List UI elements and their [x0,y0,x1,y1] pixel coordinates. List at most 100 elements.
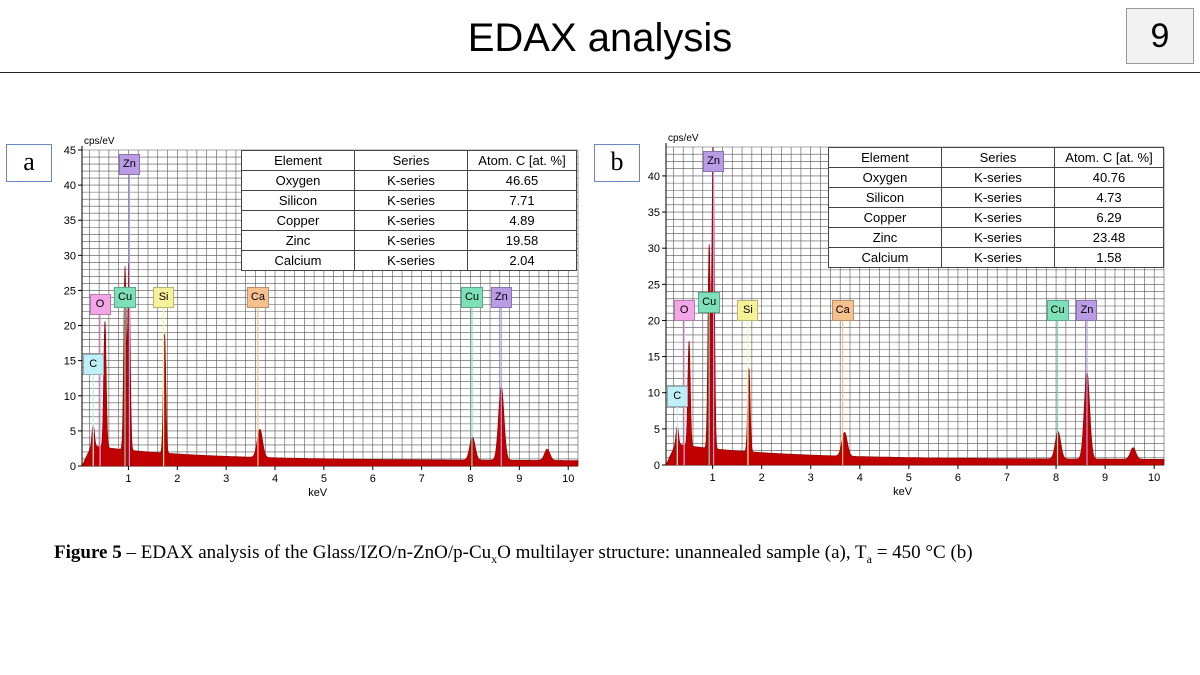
table-cell: 7.71 [467,190,577,211]
x-tick-label: 5 [321,473,327,485]
spectrum-panel-a: 0 5 10 15 20 25 30 35 40 45 1 2 3 4 5 6 7 8 9 10 cps/eV keV a… [0,130,590,510]
table-cell: 1.58 [1054,247,1164,268]
caption-subscript-a: a [866,551,872,566]
caption-dash: – [121,542,141,563]
title-divider [0,72,1200,73]
table-cell: K-series [941,247,1055,268]
caption-label: Figure 5 [54,542,122,563]
peak-label-c: C [82,354,104,376]
caption-text: EDAX analysis of the Glass/IZO/n-ZnO/p-C… [140,542,492,563]
table-cell: K-series [354,230,468,251]
peak-label-zn: Zn [1076,299,1098,321]
table-cell: K-series [941,227,1055,248]
spectrum-area [665,146,1165,466]
caption-subscript-x: x [491,551,498,566]
table-header-row: Element Series Atom. C [at. %] [828,147,1164,168]
y-tick-label: 35 [648,207,660,219]
spectrum-panel-b: 0 5 10 15 20 25 30 35 40 1 2 3 4 5 6 7 8 9 10 cps/eV keV b E… [592,130,1182,510]
peak-label-si: Si [153,287,175,309]
table-row: Copper K-series 4.89 [241,210,577,231]
y-axis-label: cps/eV [668,133,699,144]
x-tick-label: 9 [516,473,522,485]
panel-label-a: a [6,144,52,182]
table-cell: 46.65 [467,170,577,191]
table-cell: 40.76 [1054,167,1164,188]
table-cell: Oxygen [241,170,355,191]
figure-caption: Figure 5 – EDAX analysis of the Glass/IZ… [54,542,1194,567]
x-axis-label: keV [308,487,328,499]
peak-label-cu: Cu [1046,299,1069,321]
composition-table-b: Element Series Atom. C [at. %] Oxygen K-… [828,147,1164,268]
x-tick-label: 2 [174,473,180,485]
x-tick-label: 4 [272,473,278,485]
table-row: Oxygen K-series 40.76 [828,167,1164,188]
y-tick-label: 45 [64,145,76,157]
y-tick-label: 40 [648,171,660,183]
table-row: Zinc K-series 23.48 [828,227,1164,248]
peak-label-zn: Zn [490,287,512,309]
x-tick-label: 8 [467,473,473,485]
slide-title: EDAX analysis [467,16,733,60]
y-tick-label: 5 [654,424,660,436]
peak-label-zn: Zn [118,154,140,176]
x-tick-label: 9 [1102,472,1108,484]
x-tick-label: 5 [906,472,912,484]
y-axis-label: cps/eV [84,136,115,147]
table-row: Oxygen K-series 46.65 [241,170,577,191]
table-header-series: Series [354,150,468,171]
peak-label-o: O [673,299,695,321]
peak-label-cu: Cu [460,287,484,309]
y-tick-label: 40 [64,180,76,192]
peak-label-si: Si [737,299,759,321]
y-tick-label: 25 [648,279,660,291]
y-tick-label: 0 [70,461,76,473]
x-tick-label: 7 [1004,472,1010,484]
table-cell: Zinc [828,227,942,248]
x-tick-label: 1 [710,472,716,484]
x-tick-label: 3 [223,473,229,485]
y-tick-label: 35 [64,215,76,227]
table-cell: Calcium [828,247,942,268]
x-tick-label: 6 [955,472,961,484]
table-cell: 23.48 [1054,227,1164,248]
table-header-row: Element Series Atom. C [at. %] [241,150,577,171]
table-row: Zinc K-series 19.58 [241,230,577,251]
table-cell: Calcium [241,250,355,271]
y-tick-label: 20 [64,321,76,333]
peak-label-ca: Ca [831,299,854,321]
peak-label-ca: Ca [246,287,269,309]
table-header-atomic: Atom. C [at. %] [467,150,577,171]
y-tick-label: 0 [654,460,660,472]
table-row: Copper K-series 6.29 [828,207,1164,228]
peak-label-o: O [89,294,111,316]
x-tick-label: 8 [1053,472,1059,484]
table-cell: K-series [941,167,1055,188]
y-tick-label: 30 [648,243,660,255]
table-row: Silicon K-series 7.71 [241,190,577,211]
y-tick-label: 15 [64,356,76,368]
composition-table-a: Element Series Atom. C [at. %] Oxygen K-… [241,150,577,271]
y-tick-label: 25 [64,285,76,297]
table-cell: Copper [828,207,942,228]
table-cell: Copper [241,210,355,231]
table-cell: Zinc [241,230,355,251]
panel-label-b: b [594,144,640,182]
x-tick-label: 7 [419,473,425,485]
x-axis-label: keV [893,486,913,498]
peak-label-c: C [666,386,688,408]
x-tick-label: 4 [857,472,863,484]
table-header-element: Element [828,147,942,168]
x-tick-label: 6 [370,473,376,485]
x-tick-label: 10 [562,473,574,485]
peak-label-cu: Cu [698,292,721,314]
x-tick-label: 1 [125,473,131,485]
table-cell: 6.29 [1054,207,1164,228]
y-tick-label: 20 [648,315,660,327]
y-tick-label: 10 [64,391,76,403]
table-row: Silicon K-series 4.73 [828,187,1164,208]
table-cell: 4.73 [1054,187,1164,208]
x-tick-label: 2 [759,472,765,484]
table-row: Calcium K-series 2.04 [241,250,577,271]
x-tick-label: 3 [808,472,814,484]
table-cell: 2.04 [467,250,577,271]
